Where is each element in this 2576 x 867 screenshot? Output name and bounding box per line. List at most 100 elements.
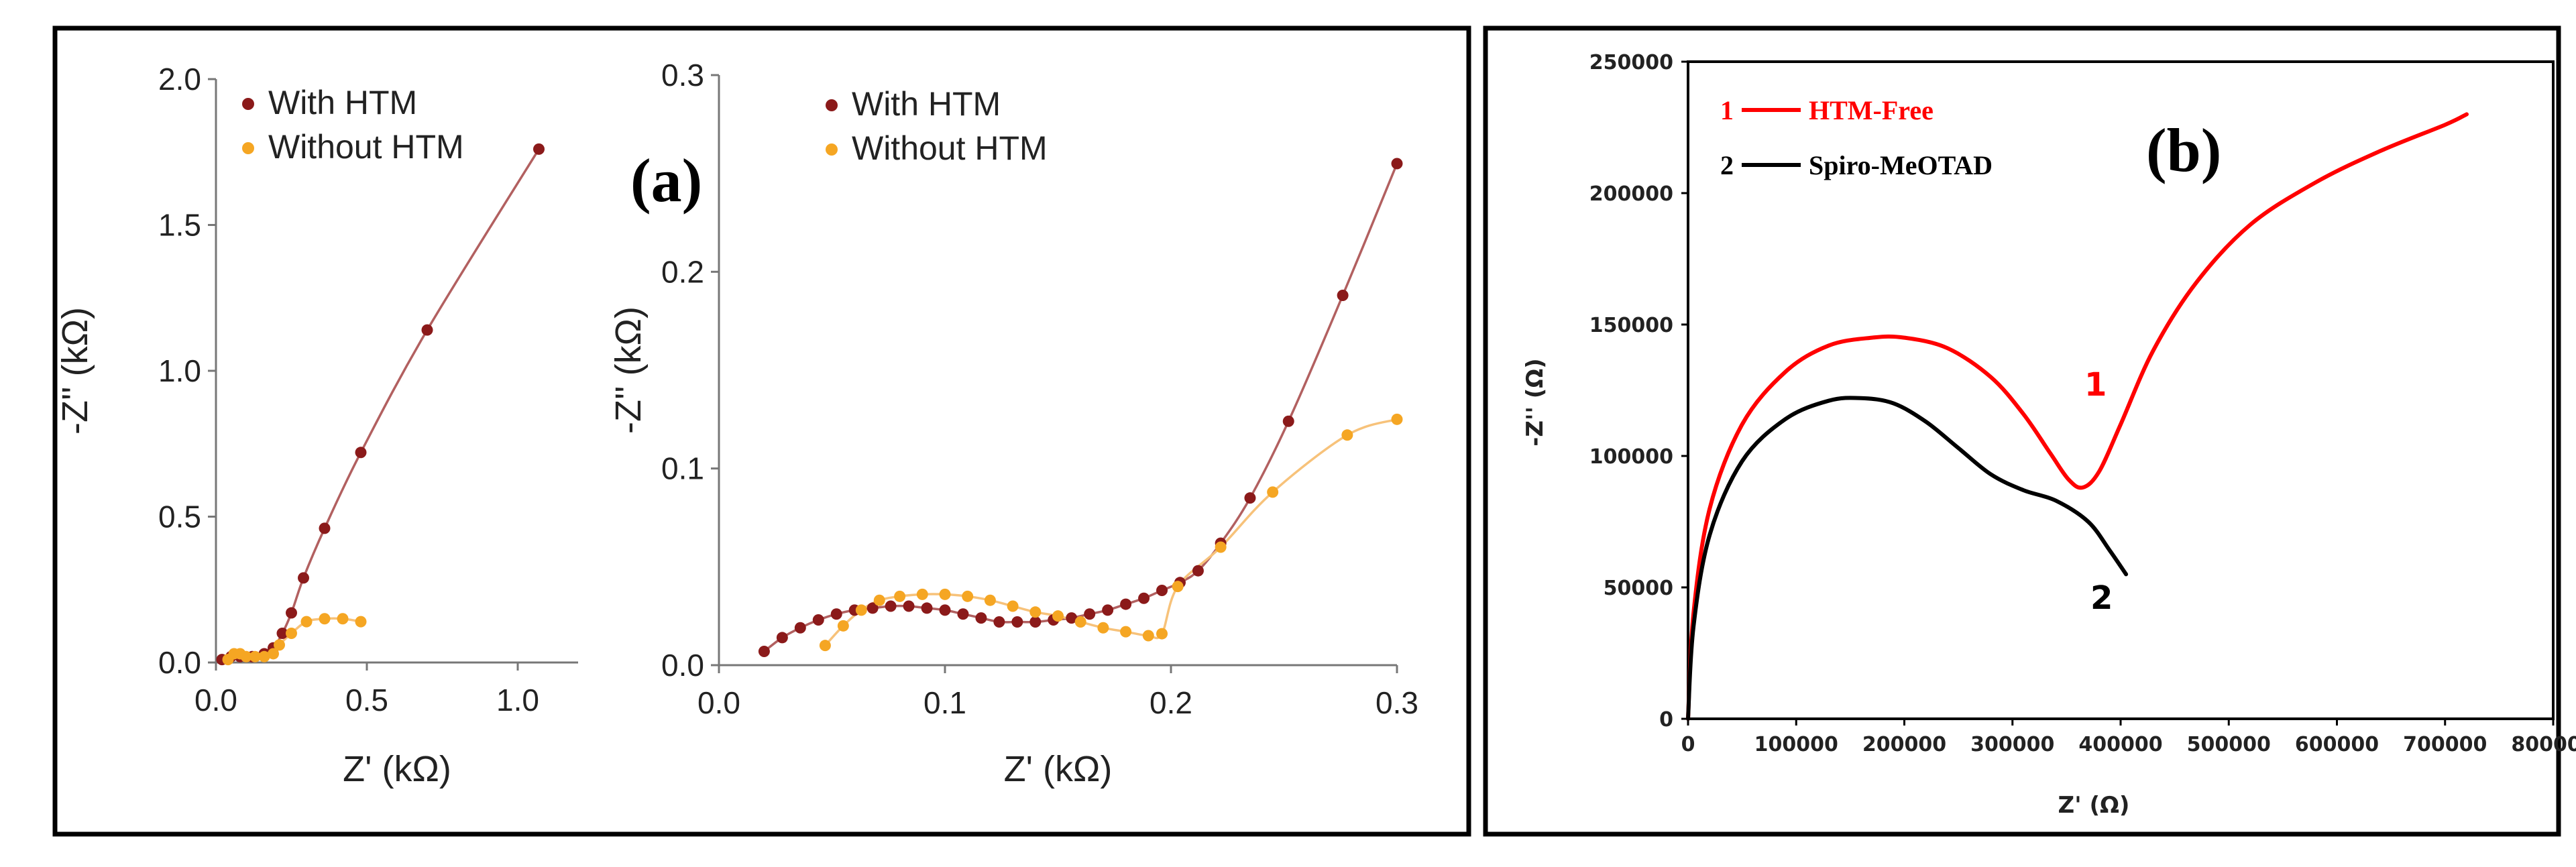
x-tick-label: 0 bbox=[1681, 733, 1695, 756]
x-tick-label: 100000 bbox=[1754, 733, 1838, 756]
y-tick-label: 100000 bbox=[1589, 445, 1673, 469]
data-point-with-htm bbox=[939, 604, 951, 616]
y-axis-title: -Z'' (kΩ) bbox=[55, 307, 95, 435]
y-tick-label: 0.5 bbox=[158, 500, 201, 534]
data-point-with-htm bbox=[1011, 616, 1023, 628]
data-point-with-htm bbox=[758, 645, 770, 657]
y-tick-label: 0.3 bbox=[661, 58, 704, 93]
data-point-with-htm bbox=[794, 622, 806, 634]
data-point-without-htm bbox=[1007, 600, 1019, 612]
panel-a-frame bbox=[52, 25, 1471, 837]
legend-marker bbox=[242, 142, 254, 154]
x-tick-label: 200000 bbox=[1862, 733, 1946, 756]
x-tick-label: 0.5 bbox=[345, 683, 388, 717]
data-point-without-htm bbox=[1341, 429, 1353, 441]
panel-b-label: (b) bbox=[2146, 116, 2221, 184]
data-point-with-htm bbox=[1337, 290, 1349, 302]
legend-label: With HTM bbox=[852, 85, 1001, 123]
legend-label: With HTM bbox=[268, 84, 417, 121]
data-point-with-htm bbox=[866, 602, 879, 614]
data-point-with-htm bbox=[1156, 585, 1168, 597]
y-tick-label: 200000 bbox=[1589, 182, 1673, 206]
data-point-with-htm bbox=[1244, 492, 1256, 504]
y-tick-label: 0 bbox=[1659, 708, 1673, 732]
panel-a-label: (a) bbox=[630, 146, 702, 215]
y-tick-label: 0.0 bbox=[158, 645, 201, 680]
y-tick-label: 50000 bbox=[1604, 577, 1673, 600]
x-tick-label: 400000 bbox=[2078, 733, 2162, 756]
data-point-with-htm bbox=[276, 628, 288, 639]
x-axis-title: Z' (kΩ) bbox=[343, 749, 451, 789]
legend-marker bbox=[242, 98, 254, 110]
data-point-with-htm bbox=[903, 600, 915, 612]
x-tick-label: 300000 bbox=[1970, 733, 2054, 756]
y-tick-label: 2.0 bbox=[158, 62, 201, 97]
data-point-with-htm bbox=[830, 608, 842, 620]
legend-label: Spiro-MeOTAD bbox=[1809, 150, 1993, 180]
x-tick-label: 0.1 bbox=[923, 685, 966, 720]
data-point-without-htm bbox=[837, 620, 849, 632]
data-point-with-htm bbox=[533, 143, 545, 155]
data-point-with-htm bbox=[1138, 592, 1150, 604]
x-tick-label: 800000 bbox=[2511, 733, 2576, 756]
data-point-with-htm bbox=[957, 608, 969, 620]
data-point-with-htm bbox=[286, 607, 297, 619]
data-point-without-htm bbox=[939, 588, 951, 600]
data-point-without-htm bbox=[355, 616, 367, 628]
data-point-with-htm bbox=[1102, 604, 1114, 616]
curve-label-2: 2 bbox=[2090, 579, 2113, 617]
data-point-with-htm bbox=[776, 632, 788, 644]
data-point-with-htm bbox=[319, 522, 331, 534]
legend-marker bbox=[826, 143, 838, 156]
x-tick-label: 700000 bbox=[2403, 733, 2487, 756]
data-point-with-htm bbox=[1391, 158, 1403, 170]
data-point-with-htm bbox=[1120, 598, 1132, 610]
data-point-without-htm bbox=[249, 650, 261, 662]
data-point-without-htm bbox=[274, 639, 285, 651]
data-point-with-htm bbox=[355, 447, 367, 459]
data-point-with-htm bbox=[1066, 612, 1078, 624]
data-point-without-htm bbox=[962, 590, 974, 602]
legend-marker bbox=[826, 99, 838, 111]
data-point-with-htm bbox=[1084, 608, 1096, 620]
legend-label: HTM-Free bbox=[1809, 95, 1934, 125]
series-line-spiro-meotad bbox=[1686, 396, 2129, 721]
data-point-with-htm bbox=[298, 572, 309, 584]
data-point-without-htm bbox=[1156, 628, 1168, 640]
legend-label: Without HTM bbox=[852, 129, 1048, 167]
x-axis-title: Z' (kΩ) bbox=[1004, 749, 1113, 789]
data-point-with-htm bbox=[421, 324, 433, 336]
data-point-without-htm bbox=[1215, 541, 1227, 553]
data-point-without-htm bbox=[319, 613, 331, 625]
data-point-without-htm bbox=[337, 613, 349, 625]
y-tick-label: 150000 bbox=[1589, 314, 1673, 337]
data-point-without-htm bbox=[1074, 616, 1086, 628]
data-point-without-htm bbox=[1120, 626, 1132, 638]
data-point-without-htm bbox=[300, 616, 313, 628]
data-point-without-htm bbox=[268, 648, 279, 660]
data-point-without-htm bbox=[1052, 610, 1064, 622]
legend-number: 1 bbox=[1720, 95, 1734, 125]
data-point-with-htm bbox=[993, 616, 1005, 628]
data-point-without-htm bbox=[894, 590, 906, 602]
x-axis-title: Z' (Ω) bbox=[2058, 792, 2130, 819]
chart-a-left: 0.0 0.5 1.0 1.5 2.0 0.0 0.5 1.0 Z' (kΩ) -Z'' (kΩ)… bbox=[55, 62, 578, 789]
legend-number: 2 bbox=[1720, 150, 1734, 180]
y-tick-label: 1.5 bbox=[158, 208, 201, 243]
data-point-without-htm bbox=[916, 588, 928, 600]
data-point-without-htm bbox=[240, 650, 252, 662]
x-tick-label: 0.3 bbox=[1376, 685, 1418, 720]
data-point-with-htm bbox=[1282, 415, 1294, 427]
y-tick-label: 0.1 bbox=[661, 451, 704, 486]
data-point-without-htm bbox=[1142, 630, 1154, 642]
chart-a-right: 0.0 0.1 0.2 0.3 0.0 0.1 0.2 0.3 Z' (kΩ) -Z'' (kΩ)… bbox=[608, 58, 1418, 789]
legend-label: Without HTM bbox=[268, 128, 464, 166]
data-point-with-htm bbox=[921, 602, 933, 614]
y-tick-label: 0.2 bbox=[661, 254, 704, 289]
data-point-without-htm bbox=[258, 650, 270, 662]
data-point-without-htm bbox=[1029, 606, 1042, 618]
x-tick-label: 0.0 bbox=[194, 683, 237, 717]
panel-b-plot-box bbox=[1687, 60, 2555, 720]
